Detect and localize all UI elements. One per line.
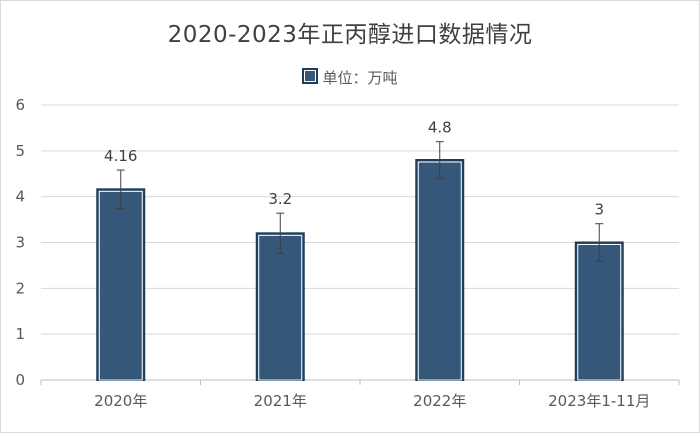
y-tick-label: 2: [15, 279, 25, 297]
y-tick-label: 6: [15, 96, 25, 114]
bar: [574, 241, 624, 381]
bar: [255, 232, 305, 381]
y-tick-label: 4: [15, 188, 25, 206]
x-tick-label: 2021年: [254, 392, 307, 410]
data-label: 3.2: [268, 190, 292, 208]
legend: 单位：万吨: [1, 67, 699, 88]
y-tick-label: 0: [15, 371, 25, 389]
data-label: 4.16: [104, 147, 137, 165]
legend-swatch: [302, 68, 319, 84]
x-tick-label: 2022年: [413, 392, 466, 410]
data-label: 3: [594, 201, 604, 219]
y-tick-label: 5: [15, 142, 25, 160]
bar: [96, 188, 146, 381]
y-tick-label: 1: [15, 325, 25, 343]
x-tick-label: 2020年: [94, 392, 147, 410]
y-tick-label: 3: [15, 234, 25, 252]
x-tick-label: 2023年1-11月: [548, 392, 650, 410]
chart-title: 2020-2023年正丙醇进口数据情况: [167, 22, 533, 48]
bar: [415, 159, 465, 381]
legend-label: 单位：万吨: [322, 69, 398, 87]
data-label: 4.8: [428, 119, 452, 137]
